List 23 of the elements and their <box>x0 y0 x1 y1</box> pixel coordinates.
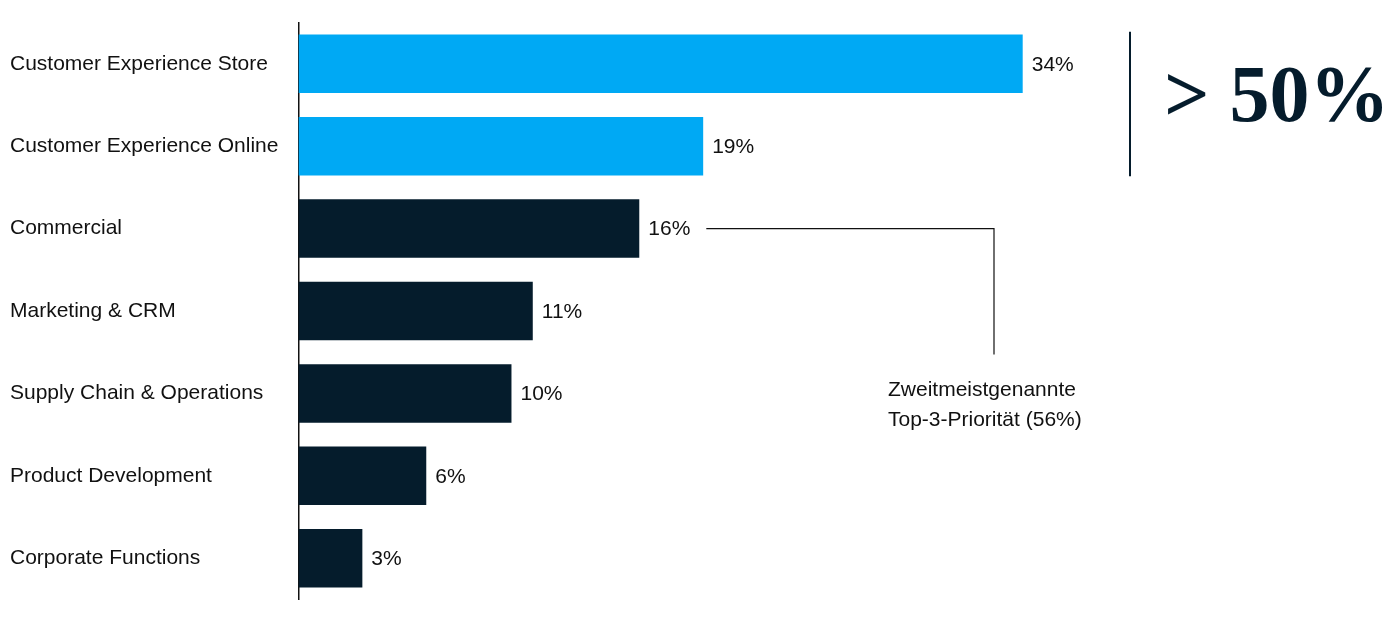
data-label: 34% <box>1031 51 1074 75</box>
bar <box>298 34 1023 94</box>
bar <box>298 446 427 506</box>
data-label: 3% <box>371 546 402 569</box>
y-tick-label: Customer Experience Online <box>10 133 279 156</box>
annotation: Zweitmeistgenannte Top-3-Priorität (56%) <box>888 377 1082 431</box>
data-label: 16% <box>648 216 691 240</box>
data-label: 6% <box>435 463 466 487</box>
data-label: 11% <box>541 298 583 322</box>
y-tick-label: Customer Experience Store <box>10 50 268 74</box>
data-label: 19% <box>712 134 755 157</box>
bar <box>298 528 363 588</box>
y-tick-label: Marketing & CRM <box>10 297 176 321</box>
bar <box>298 281 533 341</box>
data-label: 10% <box>520 381 563 405</box>
bar <box>298 364 512 423</box>
y-tick-label: Supply Chain & Operations <box>10 380 264 404</box>
y-tick-label: Product Development <box>10 462 213 486</box>
bar <box>298 116 704 176</box>
y-tick-label: Corporate Functions <box>10 545 201 568</box>
bar <box>298 199 640 258</box>
text: > 50% <box>1164 49 1389 138</box>
y-tick-label: Commercial <box>10 215 123 239</box>
